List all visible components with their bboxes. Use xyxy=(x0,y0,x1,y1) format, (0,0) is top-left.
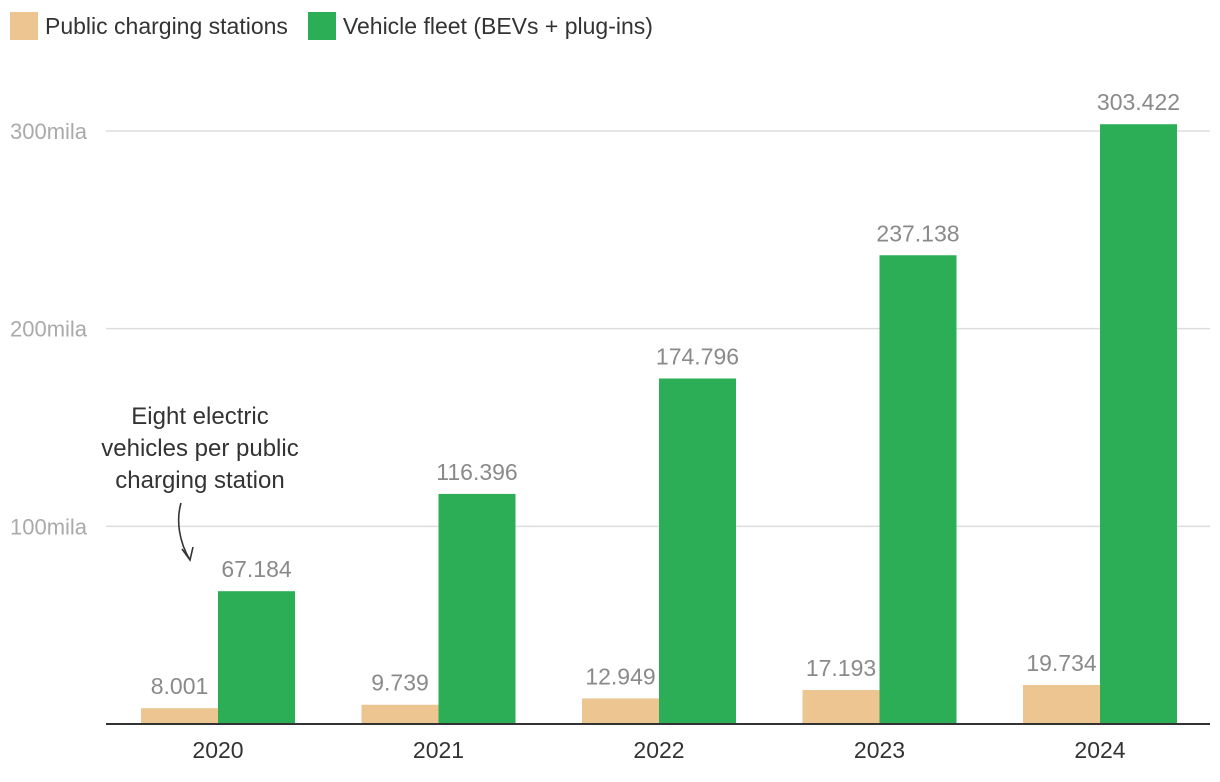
bar-charging-stations xyxy=(141,708,218,724)
bar-vehicle-fleet xyxy=(438,493,516,724)
chart-legend: Public charging stations Vehicle fleet (… xyxy=(10,12,673,40)
bar-value-label: 17.193 xyxy=(806,655,876,681)
annotation-arrow-head xyxy=(181,546,194,562)
annotation-text-line: charging station xyxy=(115,467,284,494)
x-tick-label: 2024 xyxy=(1074,737,1125,763)
annotation-text-line: Eight electric xyxy=(131,403,268,430)
y-tick-label: 300mila xyxy=(10,119,88,144)
bar-vehicle-fleet xyxy=(218,591,295,724)
y-tick-label: 200mila xyxy=(10,317,88,342)
legend-item-vehicle-fleet: Vehicle fleet (BEVs + plug-ins) xyxy=(307,12,653,40)
bar-value-label: 116.396 xyxy=(436,459,517,485)
bar-value-label: 174.796 xyxy=(656,343,739,369)
bar-value-label: 303.422 xyxy=(1097,89,1180,115)
legend-swatch-charging-stations xyxy=(10,12,38,40)
bar-value-label: 237.138 xyxy=(876,220,959,246)
legend-label-vehicle-fleet: Vehicle fleet (BEVs + plug-ins) xyxy=(342,12,653,39)
bar-value-label: 9.739 xyxy=(371,670,429,696)
legend-label-charging-stations: Public charging stations xyxy=(45,12,288,39)
bar-vehicle-fleet xyxy=(1100,124,1177,725)
bar-charging-stations xyxy=(361,704,439,724)
legend-item-charging-stations: Public charging stations xyxy=(10,12,288,40)
legend-swatch-vehicle-fleet xyxy=(307,12,336,40)
x-tick-label: 2020 xyxy=(192,737,243,763)
bar-charging-stations xyxy=(1023,684,1100,724)
bar-value-label: 8.001 xyxy=(151,673,209,699)
annotation-text-line: vehicles per public xyxy=(101,435,298,462)
bar-value-label: 67.184 xyxy=(221,556,292,582)
bar-vehicle-fleet xyxy=(879,255,957,725)
x-tick-label: 2021 xyxy=(413,737,464,763)
x-tick-label: 2022 xyxy=(633,737,684,763)
bar-charging-stations xyxy=(582,698,659,724)
bar-vehicle-fleet xyxy=(659,378,736,724)
bar-charging-stations xyxy=(802,690,880,724)
x-tick-label: 2023 xyxy=(854,737,905,763)
y-tick-label: 100mila xyxy=(10,514,88,539)
bar-value-label: 12.949 xyxy=(585,663,655,689)
bar-value-label: 19.734 xyxy=(1026,650,1097,676)
